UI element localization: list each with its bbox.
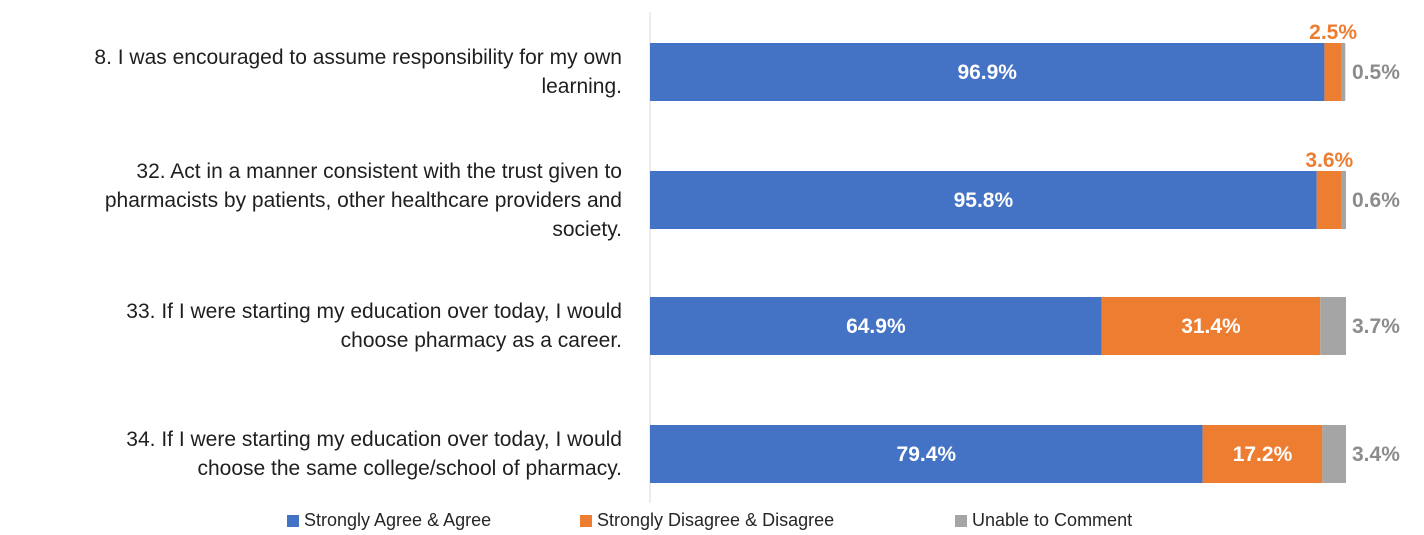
category-label-2: 32. Act in a manner consistent with the … <box>105 157 622 244</box>
data-label-2-3: 0.6% <box>1352 189 1400 212</box>
bar-segment-3-2 <box>1101 297 1321 355</box>
legend-item-3: Unable to Comment <box>955 510 1132 531</box>
legend-label: Strongly Disagree & Disagree <box>597 510 835 530</box>
category-label-line: choose pharmacy as a career. <box>340 329 622 352</box>
data-label-4-3: 3.4% <box>1352 443 1400 466</box>
data-label-2-1: 95.8% <box>954 189 1014 212</box>
bar-segment-3-3 <box>1320 297 1346 355</box>
category-label-4: 34. If I were starting my education over… <box>126 425 622 483</box>
bar-segment-1-2 <box>1324 43 1342 101</box>
category-label-line: society. <box>552 217 622 241</box>
bar-segment-2-2 <box>1316 171 1342 229</box>
bar-segment-3-1 <box>650 297 1102 355</box>
category-label-line: choose the same college/school of pharma… <box>197 457 622 480</box>
legend-swatch <box>580 514 592 527</box>
legend-item-1: Strongly Agree & Agree <box>287 510 491 531</box>
legend-swatch <box>287 514 299 527</box>
data-label-1-3: 0.5% <box>1352 61 1400 84</box>
category-label-1: 8. I was encouraged to assume responsibi… <box>94 43 622 101</box>
legend-label: Strongly Agree & Agree <box>304 510 492 530</box>
legend: Strongly Agree & Agree Strongly Disagree … <box>0 510 1424 534</box>
bar-segment-2-1 <box>650 171 1317 229</box>
data-label-1-2: 2.5% <box>1309 21 1357 44</box>
category-label-line: learning. <box>541 75 622 98</box>
bar-segment-1-3 <box>1341 43 1346 101</box>
data-label-4-1: 79.4% <box>897 443 957 466</box>
data-label-2-2: 3.6% <box>1305 149 1353 172</box>
legend-label: Unable to Comment <box>972 510 1133 530</box>
category-label-line: 34. If I were starting my education over… <box>126 428 622 451</box>
bar-segment-1-1 <box>650 43 1325 101</box>
data-label-3-2: 31.4% <box>1181 315 1241 338</box>
bar-segment-4-1 <box>650 425 1203 483</box>
bar-segment-4-3 <box>1322 425 1346 483</box>
data-label-4-2: 17.2% <box>1233 443 1293 466</box>
category-label-line: pharmacists by patients, other healthcar… <box>104 188 622 212</box>
bar-segment-4-2 <box>1202 425 1323 483</box>
legend-swatch <box>955 514 967 527</box>
bar-segment-2-3 <box>1341 171 1346 229</box>
data-label-3-1: 64.9% <box>846 315 906 338</box>
legend-item-2: Strongly Disagree & Disagree <box>580 510 834 531</box>
category-label-line: 32. Act in a manner consistent with the … <box>136 159 622 183</box>
category-label-line: 33. If I were starting my education over… <box>126 300 622 323</box>
data-label-1-1: 96.9% <box>957 61 1017 84</box>
data-label-3-3: 3.7% <box>1352 315 1400 338</box>
category-label-line: 8. I was encouraged to assume responsibi… <box>94 46 622 69</box>
category-label-3: 33. If I were starting my education over… <box>126 297 622 355</box>
